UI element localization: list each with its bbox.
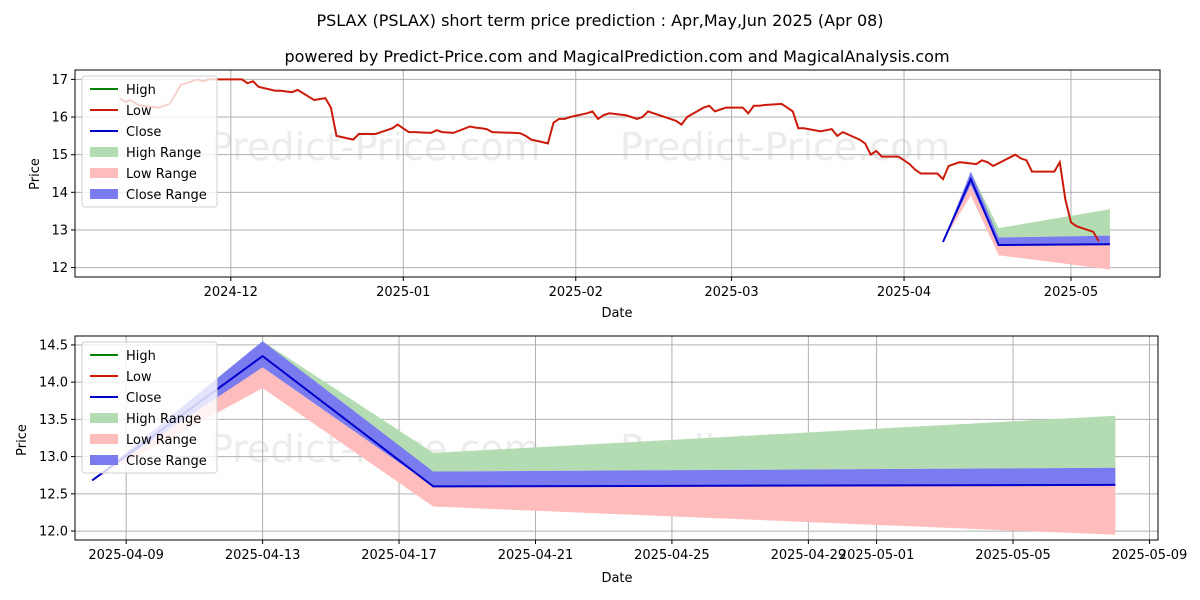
high-range-band <box>92 341 1116 481</box>
y-tick-label: 16 <box>51 111 68 126</box>
x-tick-label: 2025-03 <box>704 285 758 300</box>
y-tick-label: 14.5 <box>39 338 68 353</box>
x-tick-label: 2025-05 <box>1044 285 1098 300</box>
legend-swatch <box>90 147 118 157</box>
y-tick-label: 13 <box>51 223 68 238</box>
x-tick-label: 2025-04 <box>877 285 931 300</box>
legend-label: Low <box>126 370 152 385</box>
y-tick-label: 15 <box>51 148 68 163</box>
legend-label: High <box>126 83 156 98</box>
legend-label: Close Range <box>126 188 207 203</box>
y-tick-label: 12.0 <box>39 525 68 540</box>
forecast-panel: Predict-Price.com Predict-Price.com 2025… <box>15 335 1188 586</box>
x-tick-label: 2025-04-09 <box>88 548 164 563</box>
x-axis-label: Date <box>601 571 632 586</box>
close-range-band <box>92 341 1116 487</box>
x-tick-label: 2025-04-21 <box>498 548 574 563</box>
x-tick-label: 2025-04-17 <box>361 548 437 563</box>
y-tick-label: 14.0 <box>39 376 68 391</box>
y-tick-label: 13.5 <box>39 413 68 428</box>
legend-swatch <box>90 189 118 199</box>
close-range-band <box>943 171 1110 245</box>
chart-subtitle: powered by Predict-Price.com and Magical… <box>284 47 949 66</box>
y-tick-label: 13.0 <box>39 450 68 465</box>
low-price-line <box>118 78 1100 242</box>
close-forecast-line <box>942 176 1110 247</box>
y-tick-label: 17 <box>51 73 68 88</box>
y-axis-label: Price <box>15 424 30 456</box>
x-tick-label: 2025-04-29 <box>771 548 847 563</box>
x-tick-label: 2025-05-09 <box>1112 548 1188 563</box>
legend-label: Close <box>126 125 161 140</box>
x-tick-label: 2025-05-01 <box>839 548 915 563</box>
legend-swatch <box>90 168 118 178</box>
low-range-band <box>943 184 1110 270</box>
plot-frame <box>74 69 1161 278</box>
legend-swatch <box>90 413 118 423</box>
high-range-band <box>943 171 1110 242</box>
y-axis-label: Price <box>28 158 43 190</box>
watermark: Predict-Price.com <box>620 125 951 169</box>
x-tick-label: 2025-02 <box>549 285 603 300</box>
legend-swatch <box>90 434 118 444</box>
low-range-band <box>92 367 1116 535</box>
legend-label: Low Range <box>126 433 197 448</box>
plot-frame <box>74 335 1159 541</box>
x-axis-label: Date <box>601 306 632 321</box>
legend-label: Close Range <box>126 454 207 469</box>
y-tick-label: 14 <box>51 186 68 201</box>
legend-swatch <box>90 455 118 465</box>
x-tick-label: 2025-04-25 <box>634 548 710 563</box>
x-tick-label: 2025-05-05 <box>975 548 1051 563</box>
watermark: Predict-Price.com <box>210 125 541 169</box>
y-tick-label: 12.5 <box>39 487 68 502</box>
legend-label: Low Range <box>126 167 197 182</box>
legend-label: High Range <box>126 146 201 161</box>
legend-label: Low <box>126 104 152 119</box>
chart-title: PSLAX (PSLAX) short term price predictio… <box>316 11 883 30</box>
x-tick-label: 2025-01 <box>376 285 430 300</box>
x-tick-label: 2025-04-13 <box>225 548 301 563</box>
y-tick-label: 12 <box>51 261 68 276</box>
history-panel: Predict-Price.com Predict-Price.com 2024… <box>28 69 1161 321</box>
legend-label: High <box>126 349 156 364</box>
x-tick-label: 2024-12 <box>204 285 258 300</box>
legend-label: High Range <box>126 412 201 427</box>
legend-label: Close <box>126 391 161 406</box>
